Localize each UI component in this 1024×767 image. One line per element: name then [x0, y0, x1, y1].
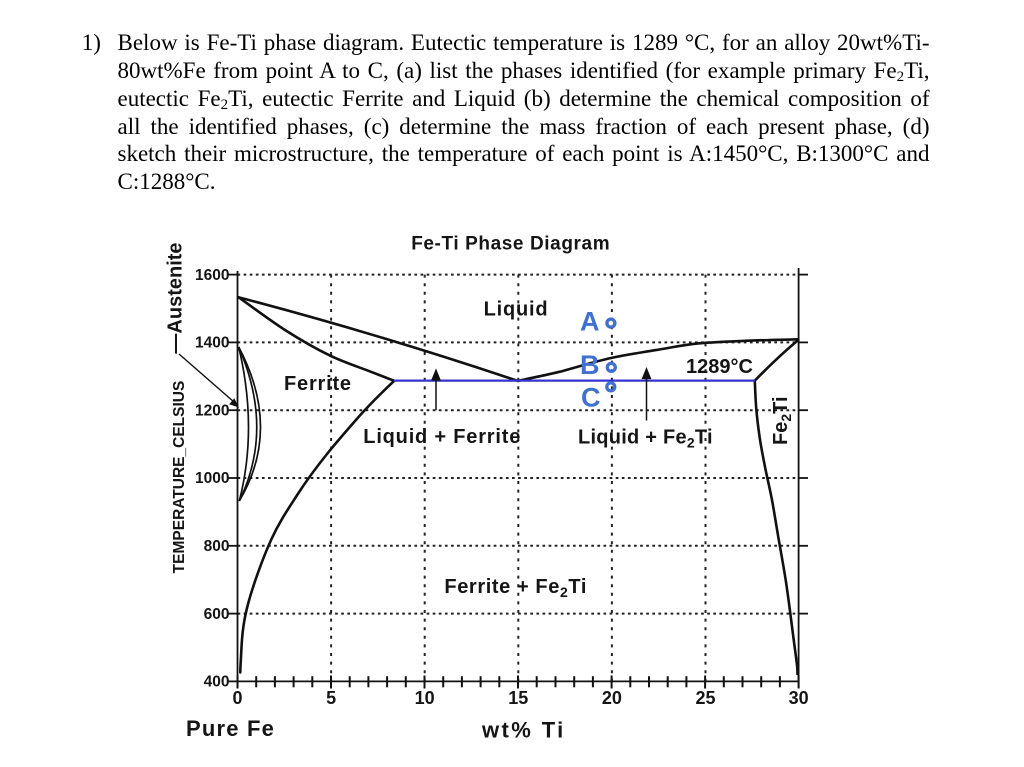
- svg-text:15: 15: [508, 688, 528, 708]
- svg-text:TEMPERATURE_CELSIUS: TEMPERATURE_CELSIUS: [171, 381, 188, 574]
- svg-text:Liquid + Ferrite: Liquid + Ferrite: [363, 426, 521, 448]
- svg-text:Liquid: Liquid: [484, 299, 549, 321]
- svg-text:1289°C: 1289°C: [686, 356, 753, 378]
- svg-text:—Austenite: —Austenite: [165, 242, 187, 353]
- svg-text:5: 5: [326, 688, 336, 708]
- svg-text:A: A: [580, 306, 600, 336]
- svg-text:0: 0: [232, 688, 242, 708]
- svg-text:Ferrite + Fe2Ti: Ferrite + Fe2Ti: [444, 576, 587, 600]
- svg-text:Fe-Ti Phase Diagram: Fe-Ti Phase Diagram: [411, 234, 610, 255]
- svg-text:C: C: [581, 383, 601, 413]
- svg-text:1400: 1400: [195, 335, 229, 352]
- svg-text:Pure Fe: Pure Fe: [186, 716, 275, 741]
- svg-text:Ferrite: Ferrite: [284, 373, 352, 395]
- svg-text:600: 600: [204, 606, 230, 623]
- svg-text:30: 30: [789, 688, 809, 708]
- svg-text:1600: 1600: [195, 267, 229, 284]
- svg-text:25: 25: [695, 688, 715, 708]
- svg-text:20: 20: [602, 688, 622, 708]
- svg-text:1200: 1200: [195, 402, 229, 419]
- svg-text:Liquid + Fe2Ti: Liquid + Fe2Ti: [578, 426, 713, 450]
- svg-text:400: 400: [204, 674, 230, 691]
- svg-text:wt% Ti: wt% Ti: [481, 718, 566, 743]
- svg-text:10: 10: [415, 688, 435, 708]
- svg-text:800: 800: [204, 538, 230, 555]
- svg-text:Fe2Ti: Fe2Ti: [770, 396, 794, 445]
- svg-text:B: B: [580, 350, 600, 380]
- svg-text:1000: 1000: [195, 470, 229, 487]
